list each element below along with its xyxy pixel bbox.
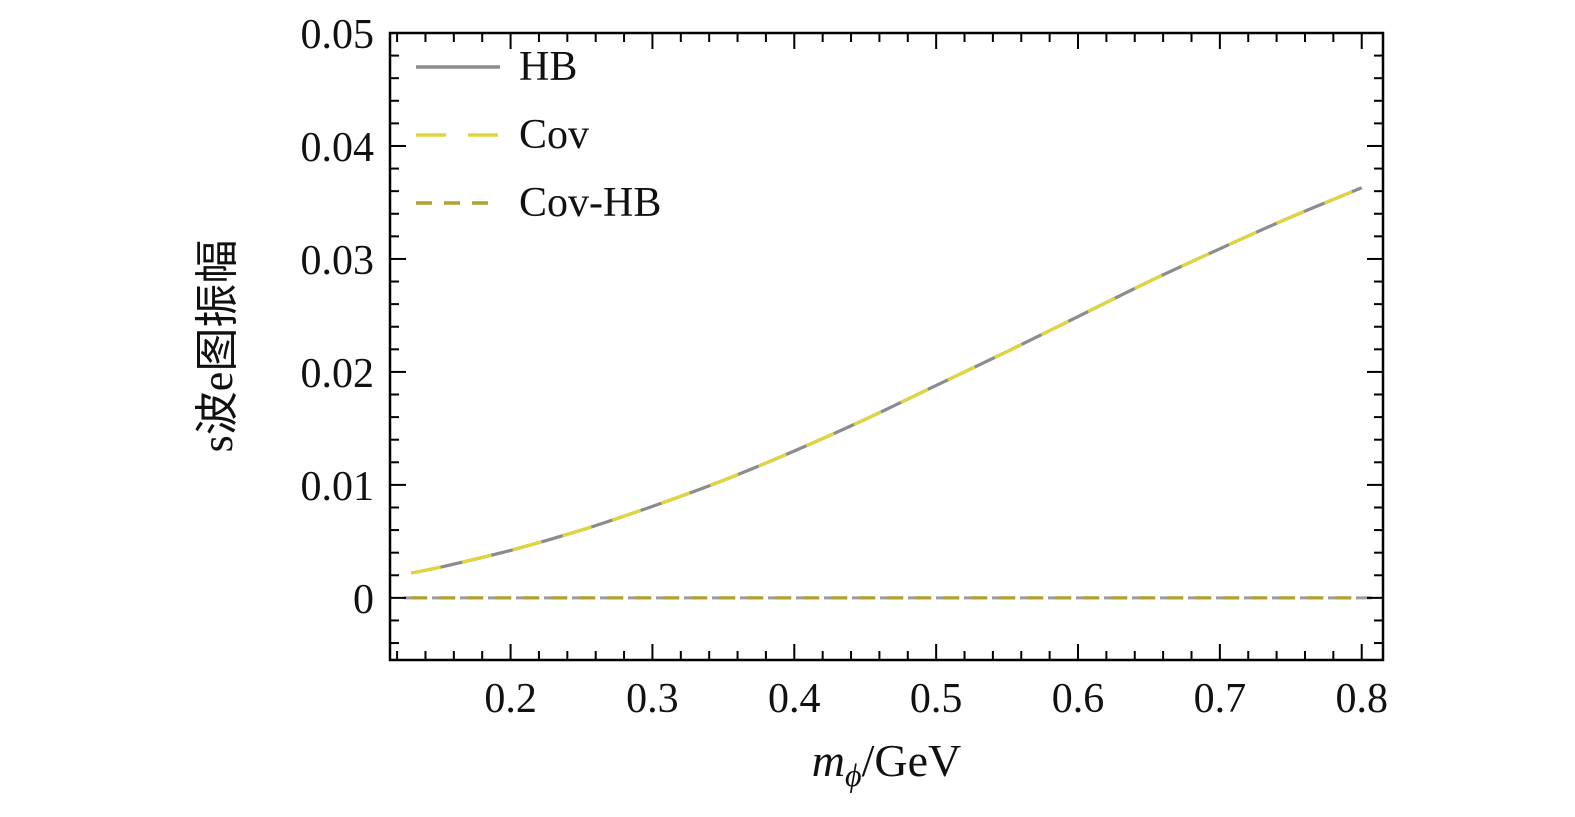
legend-label-cov: Cov (519, 111, 590, 158)
y-axis-label: s波e图振幅 (193, 239, 242, 453)
cov-line-sample-icon (416, 132, 500, 137)
legend-label-cov-hb: Cov-HB (519, 179, 662, 226)
x-tick-label: 0.3 (626, 676, 679, 722)
x-tick-label: 0.5 (910, 676, 963, 722)
y-tick-label: 0.01 (301, 464, 375, 510)
legend-item-hb: HB (412, 44, 661, 89)
legend: HB Cov Cov-HB (412, 44, 661, 225)
y-tick-label: 0.03 (301, 238, 375, 284)
y-tick-label: 0.04 (301, 125, 375, 171)
x-tick-label: 0.2 (484, 676, 537, 722)
x-tick-label: 0.6 (1052, 676, 1105, 722)
series-line-hb (410, 186, 1363, 575)
hb-line-sample-icon (416, 64, 500, 69)
x-axis-label-variable: m (811, 735, 846, 786)
x-axis-label: mϕ/GeV (390, 734, 1383, 794)
x-axis-label-subscript: ϕ (845, 757, 862, 794)
cov-hb-line-sample-icon (416, 200, 500, 205)
legend-label-hb: HB (519, 43, 578, 90)
y-tick-label: 0.02 (301, 351, 375, 397)
legend-item-cov-hb: Cov-HB (412, 180, 661, 225)
plot-frame (388, 31, 1385, 662)
y-tick-label: 0.05 (301, 12, 375, 58)
x-tick-label: 0.4 (768, 676, 821, 722)
series-line-cov (410, 186, 1363, 575)
x-axis-label-unit: /GeV (861, 735, 962, 786)
legend-item-cov: Cov (412, 112, 661, 157)
x-tick-label: 0.7 (1194, 676, 1247, 722)
x-tick-label: 0.8 (1335, 676, 1388, 722)
y-tick-label: 0 (353, 577, 374, 623)
